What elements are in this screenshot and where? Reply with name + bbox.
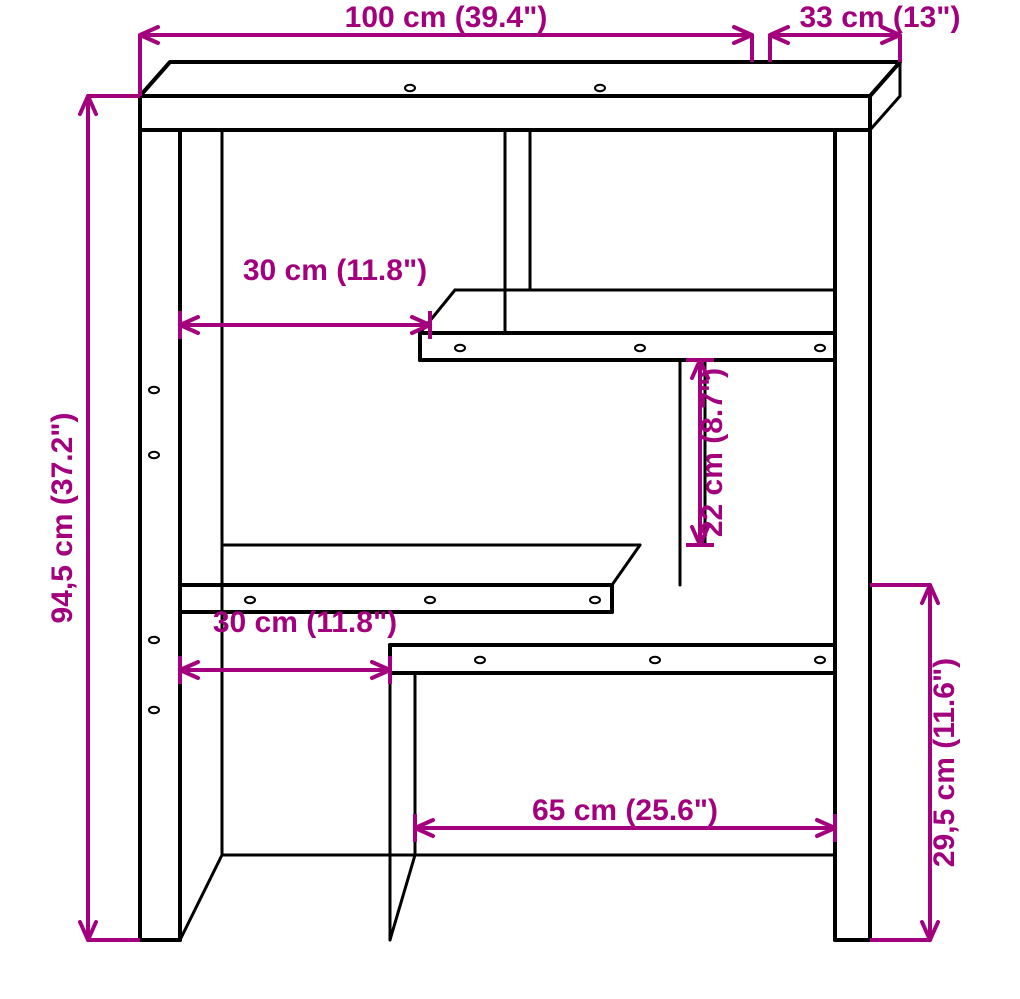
- dim-height-left: 94,5 cm (37.2"): [46, 412, 79, 623]
- dim-width-top: 100 cm (39.4"): [345, 1, 548, 34]
- furniture-outline: [140, 62, 900, 940]
- dim-depth-top: 33 cm (13"): [800, 1, 961, 34]
- dim-bottom-height: 29,5 cm (11.6"): [928, 658, 961, 867]
- dim-shelf1-depth: 30 cm (11.8"): [243, 254, 427, 287]
- dim-bottom-width: 65 cm (25.6"): [532, 794, 718, 827]
- dimensions: [88, 35, 930, 940]
- dim-shelf2-depth: 30 cm (11.8"): [213, 606, 397, 639]
- dim-mid-height: 22 cm (8.7"): [696, 368, 729, 537]
